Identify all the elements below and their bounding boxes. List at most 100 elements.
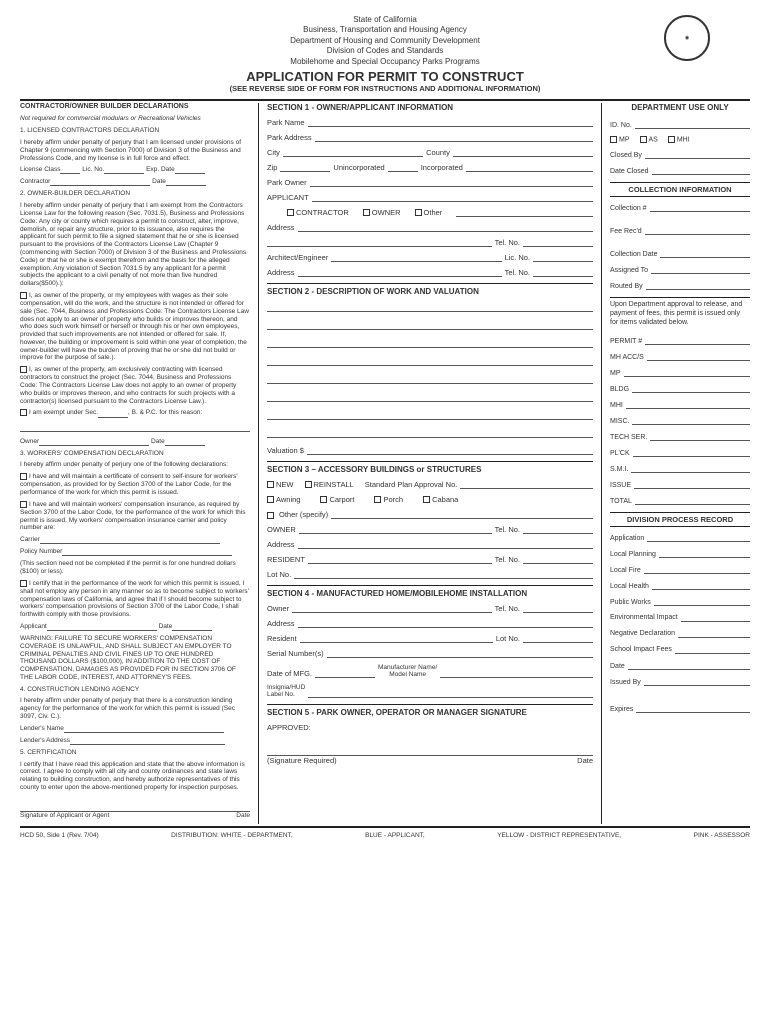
mp-input[interactable]	[624, 368, 751, 377]
owner4-input[interactable]	[292, 604, 491, 613]
unincorp-input[interactable]	[388, 163, 418, 172]
checkbox[interactable]	[20, 366, 27, 373]
lotno4-input[interactable]	[523, 634, 593, 643]
desc-input[interactable]	[267, 320, 593, 330]
checkbox-as[interactable]	[640, 136, 647, 143]
publicworks-input[interactable]	[654, 597, 750, 606]
owner3-tel-input[interactable]	[523, 525, 593, 534]
zip-input[interactable]	[280, 163, 330, 172]
desc-input[interactable]	[267, 410, 593, 420]
checkbox-porch[interactable]	[374, 496, 381, 503]
arch-lic-input[interactable]	[533, 253, 593, 262]
incorp-input[interactable]	[466, 163, 593, 172]
app-input[interactable]	[647, 533, 750, 542]
license-class-input[interactable]	[60, 166, 80, 174]
mhi-input[interactable]	[626, 400, 750, 409]
localfire-input[interactable]	[644, 565, 750, 574]
desc-input[interactable]	[267, 428, 593, 438]
county-input[interactable]	[453, 148, 593, 157]
checkbox-other2[interactable]	[267, 512, 274, 519]
arch-input[interactable]	[331, 253, 501, 262]
owner-input[interactable]	[39, 438, 149, 446]
owner4-tel-input[interactable]	[523, 604, 593, 613]
neg-input[interactable]	[678, 629, 750, 638]
smi-input[interactable]	[631, 464, 750, 473]
localplan-input[interactable]	[659, 549, 750, 558]
checkbox-other[interactable]	[415, 209, 422, 216]
lotno-input[interactable]	[294, 570, 593, 579]
approval-sig-input[interactable]	[267, 746, 593, 756]
resident-input[interactable]	[308, 555, 492, 564]
bldg-input[interactable]	[632, 384, 750, 393]
collno-input[interactable]	[650, 203, 750, 212]
lender-addr-input[interactable]	[70, 737, 225, 745]
arch-tel-input[interactable]	[533, 268, 593, 277]
std-plan-input[interactable]	[460, 480, 593, 489]
policy-input[interactable]	[62, 548, 232, 556]
carrier-input[interactable]	[40, 536, 220, 544]
other-input[interactable]	[456, 208, 593, 217]
dateclosed-input[interactable]	[652, 166, 750, 175]
desc-input[interactable]	[267, 338, 593, 348]
idno-input[interactable]	[635, 120, 750, 129]
checkbox-owner[interactable]	[363, 209, 370, 216]
checkbox-new[interactable]	[267, 481, 274, 488]
address-input[interactable]	[298, 223, 593, 232]
exempt-sec-input[interactable]	[98, 410, 128, 418]
address2-input[interactable]	[267, 238, 492, 247]
owner-date-input[interactable]	[165, 438, 205, 446]
tel-input[interactable]	[523, 238, 593, 247]
mhacc-input[interactable]	[647, 352, 750, 361]
desc-input[interactable]	[267, 374, 593, 384]
checkbox-mhi[interactable]	[668, 136, 675, 143]
closedby-input[interactable]	[645, 150, 750, 159]
applicant-input[interactable]	[312, 193, 593, 202]
mfgdate-input[interactable]	[315, 669, 375, 678]
city-input[interactable]	[283, 148, 423, 157]
resident4-input[interactable]	[300, 634, 493, 643]
applicant-input[interactable]	[47, 623, 157, 631]
checkbox-cabana[interactable]	[423, 496, 430, 503]
license-no-input[interactable]	[104, 166, 144, 174]
checkbox[interactable]	[20, 292, 27, 299]
checkbox[interactable]	[20, 409, 27, 416]
school-input[interactable]	[675, 645, 750, 654]
checkbox[interactable]	[20, 580, 27, 587]
expires-input[interactable]	[636, 704, 750, 713]
arch-addr-input[interactable]	[298, 268, 502, 277]
issue-input[interactable]	[634, 480, 750, 489]
checkbox-reinstall[interactable]	[305, 481, 312, 488]
serial-input[interactable]	[327, 649, 593, 658]
colldate-input[interactable]	[660, 249, 750, 258]
reason-input[interactable]	[20, 422, 250, 432]
env-input[interactable]	[681, 613, 750, 622]
total-input[interactable]	[635, 496, 750, 505]
checkbox[interactable]	[20, 501, 27, 508]
routed-input[interactable]	[646, 281, 750, 290]
park-addr-input[interactable]	[315, 133, 593, 142]
desc-input[interactable]	[267, 302, 593, 312]
owner3-input[interactable]	[299, 525, 492, 534]
contractor-input[interactable]	[50, 178, 150, 186]
checkbox-carport[interactable]	[320, 496, 327, 503]
checkbox[interactable]	[20, 473, 27, 480]
exp-date-input[interactable]	[175, 166, 205, 174]
feerecd-input[interactable]	[645, 226, 750, 235]
date-input[interactable]	[166, 178, 206, 186]
resident-tel-input[interactable]	[523, 555, 593, 564]
checkbox-mp[interactable]	[610, 136, 617, 143]
addr3-input[interactable]	[298, 540, 593, 549]
desc-input[interactable]	[267, 392, 593, 402]
rdate-input[interactable]	[628, 661, 750, 670]
applicant-date-input[interactable]	[172, 623, 212, 631]
park-name-input[interactable]	[308, 118, 593, 127]
valuation-input[interactable]	[307, 446, 593, 455]
assigned-input[interactable]	[651, 265, 750, 274]
lender-name-input[interactable]	[64, 725, 224, 733]
desc-input[interactable]	[267, 356, 593, 366]
park-owner-input[interactable]	[310, 178, 593, 187]
addr4-input[interactable]	[298, 619, 593, 628]
tech-input[interactable]	[650, 432, 750, 441]
localhealth-input[interactable]	[652, 581, 750, 590]
signature-line[interactable]	[20, 802, 250, 812]
